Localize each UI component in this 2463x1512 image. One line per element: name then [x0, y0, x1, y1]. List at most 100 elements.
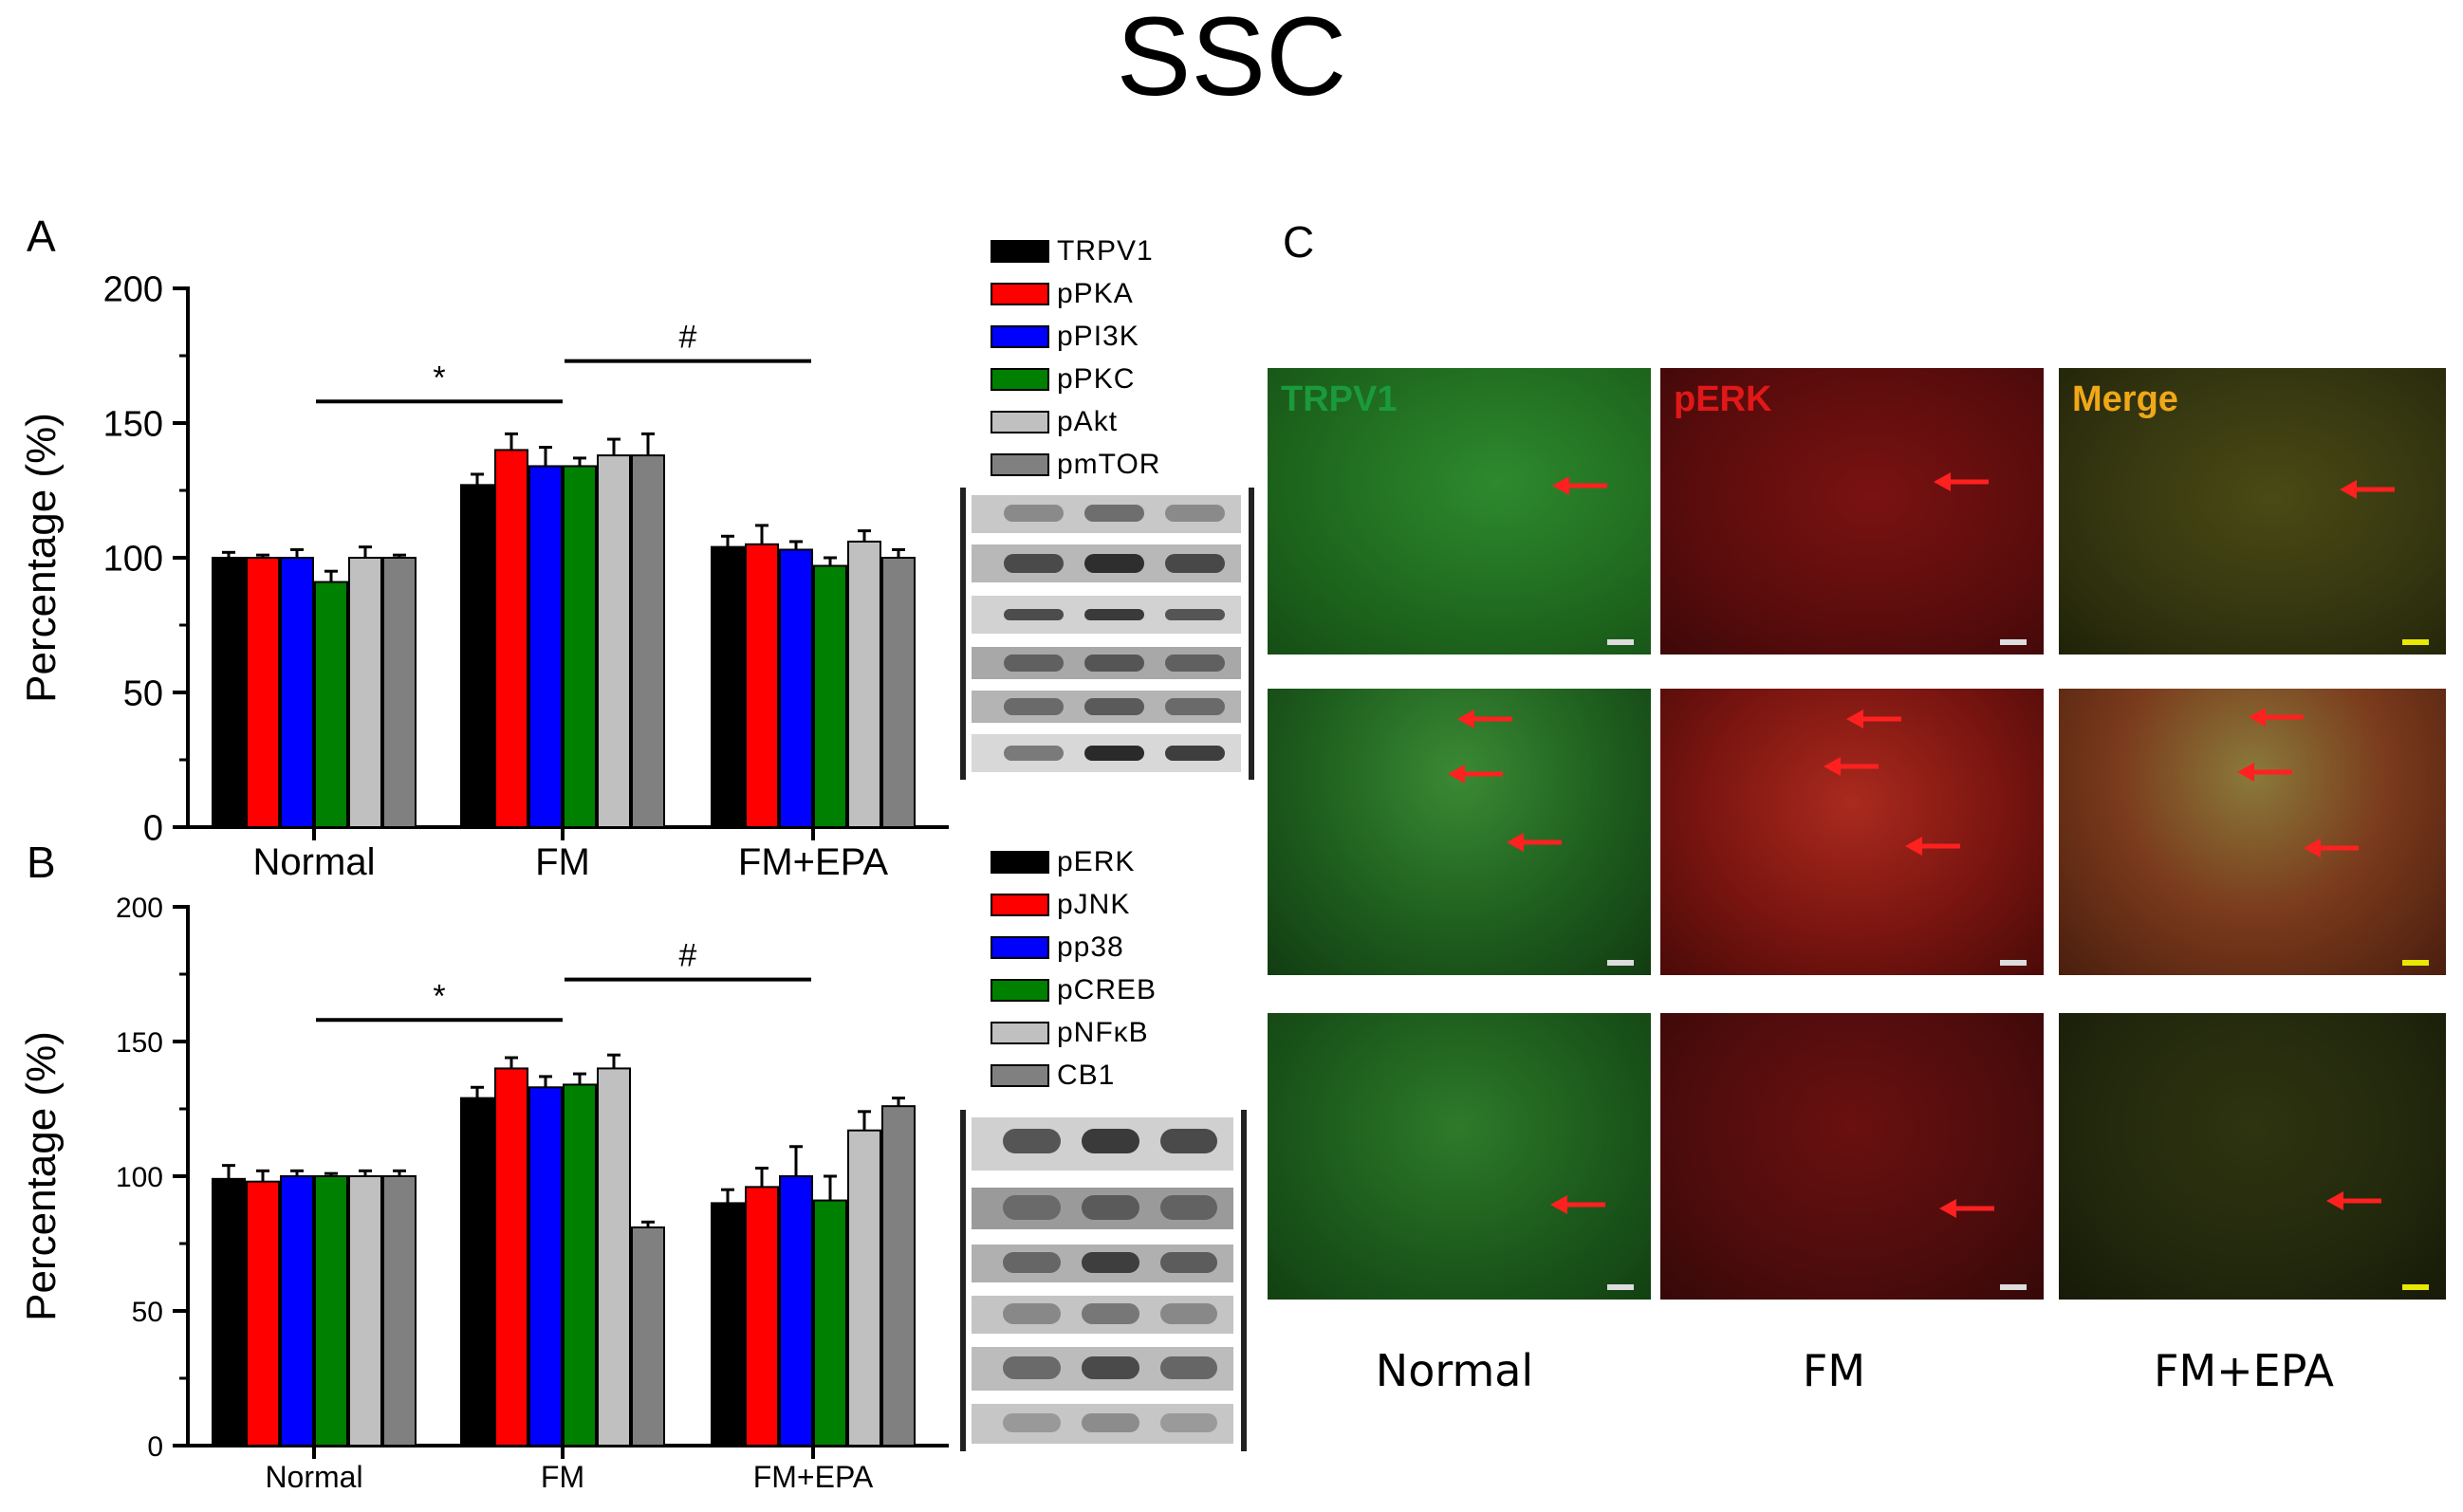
x-tick-label: FM+EPA — [738, 841, 889, 883]
bar-perk-fm — [460, 1097, 494, 1447]
bar-pnfb-fm — [597, 1067, 631, 1447]
bar-trpv1-fm-epa — [711, 545, 745, 828]
legend-label: pNFκB — [1057, 1017, 1149, 1048]
bar-pnfb-fm-epa — [847, 1129, 881, 1447]
legend-item: CB1 — [991, 1060, 1115, 1092]
y-axis-label: Percentage (%) — [18, 413, 65, 703]
bar-ppkc-fm — [563, 465, 597, 828]
bar-chart-b: 0 50 100 150 200 Percentage (%) Normal FM FM+EPA… — [18, 893, 949, 1494]
blot-strip — [972, 1296, 1233, 1334]
y-tick-label: 50 — [132, 1297, 163, 1328]
blot-band — [1165, 609, 1225, 620]
legend-swatch — [991, 411, 1049, 433]
legend-label: pAkt — [1057, 406, 1119, 437]
x-tick-label: Normal — [265, 1460, 362, 1494]
blot-strip — [972, 495, 1241, 533]
legend-label: CB1 — [1057, 1060, 1116, 1091]
blot-band — [1004, 655, 1064, 672]
significance-marker: # — [679, 938, 697, 974]
blot-strip — [972, 1404, 1233, 1444]
red-arrow-icon — [1824, 757, 1879, 776]
legend-swatch — [991, 894, 1049, 916]
scale-bar — [2402, 1284, 2429, 1290]
micrograph-panel: Merge — [2059, 368, 2446, 655]
x-tick-label: FM — [535, 841, 590, 883]
y-tick-label: 200 — [116, 893, 163, 924]
column-label-fm-epa: FM+EPA — [2153, 1345, 2335, 1396]
blot-band — [1165, 746, 1225, 761]
bar-chart-a: 0 50 100 150 200 Percentage (%) Normal FM FM+EPA… — [18, 270, 949, 883]
legend-item: pJNK — [991, 889, 1130, 921]
red-arrow-icon — [1905, 837, 1960, 856]
legend-swatch — [991, 851, 1049, 874]
plot-area: 0 50 100 150 200 Percentage (%) Normal FM FM+EPA… — [18, 893, 949, 1494]
legend-swatch — [991, 453, 1049, 476]
x-tick-label: FM — [541, 1460, 584, 1494]
micrograph-panel: TRPV1 — [1268, 368, 1651, 655]
legend-item: pNFκB — [991, 1017, 1149, 1049]
bar-pp38-normal — [280, 1175, 314, 1447]
bar-pnfb-normal — [348, 1175, 382, 1447]
blot-band — [1004, 505, 1064, 522]
blot-band — [1081, 1129, 1139, 1153]
red-arrow-icon — [1457, 710, 1512, 728]
column-label-normal: Normal — [1375, 1345, 1534, 1396]
blot-strip — [972, 1347, 1233, 1391]
panel-letter-b: B — [27, 838, 56, 887]
blot-band — [1004, 746, 1064, 761]
micrograph-panel — [2059, 689, 2446, 975]
micrograph-panel — [1660, 689, 2044, 975]
legend-swatch — [991, 283, 1049, 305]
bar-ppka-normal — [246, 557, 280, 828]
blot-band — [1159, 1303, 1218, 1324]
red-arrow-icon — [1934, 472, 1989, 491]
legend-label: pERK — [1057, 846, 1136, 877]
legend-label: pPKC — [1057, 363, 1136, 395]
legend-label: pmTOR — [1057, 449, 1161, 480]
blot-band — [1084, 746, 1144, 761]
blot-strip — [972, 734, 1241, 772]
legend-item: pPKC — [991, 363, 1135, 396]
legend-item: pp38 — [991, 931, 1124, 964]
legend-swatch — [991, 325, 1049, 348]
blot-band — [1004, 698, 1064, 715]
significance-marker: * — [433, 360, 445, 396]
micrograph-panel — [1660, 1013, 2044, 1300]
bar-pjnk-normal — [246, 1180, 280, 1447]
blot-band — [1003, 1252, 1061, 1273]
bar-cb1-fm — [631, 1226, 665, 1447]
y-tick-label: 150 — [103, 405, 163, 445]
blot-band — [1159, 1195, 1218, 1220]
blot-strip — [972, 1117, 1233, 1171]
blot-band — [1003, 1413, 1061, 1432]
legend-swatch — [991, 936, 1049, 959]
blot-frame-left — [960, 488, 966, 780]
bar-pp38-fm-epa — [779, 1175, 813, 1447]
blot-strip — [972, 647, 1241, 679]
red-arrow-icon — [2340, 480, 2395, 499]
channel-label-perk: pERK — [1674, 379, 1772, 419]
blot-band — [1081, 1413, 1139, 1432]
scale-bar — [1607, 960, 1634, 966]
channel-label-trpv1: TRPV1 — [1281, 379, 1398, 419]
blot-band — [1159, 1356, 1218, 1379]
y-tick-label: 50 — [123, 674, 163, 714]
blot-band — [1084, 698, 1144, 715]
bar-pcreb-fm — [563, 1083, 597, 1447]
blot-band — [1081, 1356, 1139, 1379]
blot-strip — [972, 596, 1241, 634]
legend-label: pCREB — [1057, 974, 1157, 1005]
bar-perk-normal — [212, 1177, 246, 1447]
bar-pmtor-fm — [631, 454, 665, 829]
y-tick-label: 100 — [116, 1162, 163, 1193]
y-tick-label: 0 — [147, 1431, 163, 1463]
micrograph-panel — [1268, 1013, 1651, 1300]
blot-band — [1084, 655, 1144, 672]
bar-pp38-fm — [528, 1086, 563, 1447]
bar-pakt-normal — [348, 557, 382, 828]
legend-swatch — [991, 368, 1049, 391]
significance-marker: # — [679, 320, 697, 356]
red-arrow-icon — [2249, 708, 2304, 727]
blot-strip — [972, 691, 1241, 723]
red-arrow-icon — [1552, 476, 1607, 495]
